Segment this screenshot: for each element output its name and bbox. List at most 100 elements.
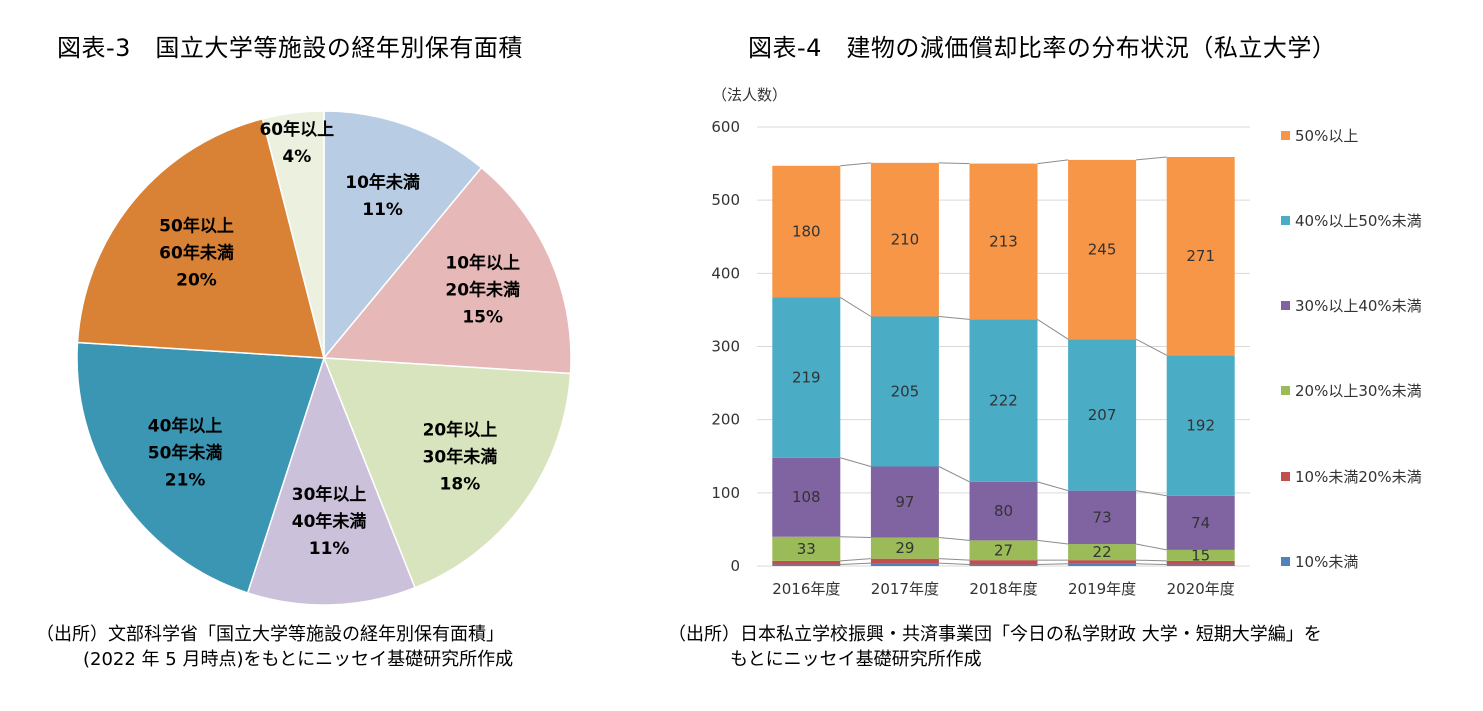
bar-value-label-5-5: 192 [1186,417,1215,435]
bar-value-label-3-2: 29 [895,539,914,557]
x-tick-label-3: 2018年度 [969,580,1037,598]
bar-value-label-3-1: 33 [797,540,816,558]
series-line-5-1 [840,297,872,317]
bar-segment-2-5 [1166,560,1235,565]
legend-swatch-6 [1281,131,1290,140]
bar-source-note: （出所）日本私立学校振興・共済事業団「今日の私学財政 大学・短期大学編」を もと… [668,622,1322,672]
pie-slice-4 [246,355,416,606]
bar-value-label-4-3: 80 [994,502,1013,520]
series-line-3-3 [1037,539,1069,545]
legend-swatch-1 [1281,557,1290,566]
bar-value-label-3-3: 27 [994,541,1013,559]
y-tick-label-200: 200 [711,411,740,429]
bar-segment-3-1 [772,536,841,561]
bar-segment-5-1 [772,297,841,458]
series-line-1-2 [938,562,970,566]
x-tick-label-1: 2016年度 [772,580,840,598]
y-tick-label-100: 100 [711,484,740,502]
series-line-2-2 [938,558,970,561]
bar-segment-3-3 [969,540,1038,561]
bar-value-label-5-2: 205 [891,382,920,400]
y-tick-label-600: 600 [711,118,740,136]
legend-swatch-2 [1281,472,1290,481]
bar-value-label-6-4: 245 [1088,241,1117,259]
bar-value-label-6-3: 213 [989,233,1018,251]
bar-segment-5-5 [1166,355,1235,496]
series-line-2-1 [840,558,871,562]
bar-segment-1-4 [1068,563,1137,566]
bar-value-label-5-3: 222 [989,392,1018,410]
bar-segment-1-3 [969,564,1038,566]
bar-segment-2-1 [772,560,841,565]
bar-chart-title: 図表-4 建物の減価償却比率の分布状況（私立大学） [748,34,1337,62]
bar-segment-4-1 [772,457,841,537]
series-line-3-2 [938,536,970,541]
legend-label-4: 30%以上40%未満 [1295,297,1422,315]
pie-slice-label-1: 10年未満 11% [345,172,420,220]
series-line-6-3 [1037,159,1069,165]
bar-value-label-4-2: 97 [895,493,914,511]
pie-slice-6 [76,117,325,359]
bar-value-label-3-4: 22 [1093,543,1112,561]
series-line-5-2 [938,316,970,320]
bar-segment-4-5 [1166,495,1235,550]
series-line-3-1 [840,536,871,538]
bar-value-label-4-5: 74 [1191,514,1210,532]
pie-slice-3 [322,357,572,589]
bar-segment-4-2 [870,466,939,538]
bar-value-label-4-1: 108 [792,488,821,506]
pie-slice-label-4: 30年以上 40年未満 11% [292,484,367,559]
bar-value-label-6-2: 210 [891,231,920,249]
bar-segment-5-3 [969,319,1038,482]
pie-slice-2 [322,166,572,375]
series-line-5-3 [1037,319,1069,340]
legend-label-5: 40%以上50%未満 [1295,212,1422,230]
bar-segment-5-2 [870,316,939,467]
series-line-4-2 [938,466,970,483]
legend-swatch-3 [1281,386,1290,395]
bar-segment-5-4 [1068,339,1137,491]
series-line-4-3 [1037,481,1069,492]
bar-value-label-6-5: 271 [1186,247,1215,265]
bar-segment-1-1 [772,564,841,566]
bar-value-label-5-1: 219 [792,369,821,387]
pie-source-line-1: （出所）文部科学省「国立大学等施設の経年別保有面積」 [36,624,504,645]
bar-value-label-6-1: 180 [792,223,821,241]
series-line-6-2 [938,162,970,165]
legend-swatch-5 [1281,216,1290,225]
series-line-3-4 [1136,543,1167,551]
series-line-1-4 [1136,563,1167,566]
pie-slice-1 [323,110,483,361]
x-tick-label-5: 2020年度 [1167,580,1235,598]
y-tick-label-500: 500 [711,191,740,209]
x-tick-label-4: 2019年度 [1068,580,1136,598]
series-line-5-4 [1135,338,1167,356]
series-line-6-1 [840,162,871,167]
pie-slice-label-2: 10年以上 20年未満 15% [445,252,520,327]
bar-value-label-4-4: 73 [1093,508,1112,526]
series-line-4-4 [1136,490,1167,497]
pie-slice-5 [76,341,326,594]
bar-segment-6-3 [969,163,1038,320]
bar-segment-3-4 [1068,544,1137,561]
y-tick-label-400: 400 [711,264,740,282]
bar-source-line-2: もとにニッセイ基礎研究所作成 [730,649,982,670]
pie-slice-label-7: 60年以上 4% [259,119,334,167]
series-line-1-1 [840,562,871,566]
bar-segment-6-1 [772,165,841,298]
bar-segment-4-4 [1068,490,1137,545]
series-line-4-1 [840,457,872,467]
pie-source-line-2: (2022 年 5 月時点)をもとにニッセイ基礎研究所作成 [83,649,514,670]
legend-label-1: 10%未満 [1295,553,1358,571]
bar-segment-2-4 [1068,560,1137,564]
pie-slice-label-3: 20年以上 30年未満 18% [423,420,498,495]
bar-value-label-5-4: 207 [1088,406,1117,424]
legend-label-2: 10%未満20%未満 [1295,468,1422,486]
legend-label-3: 20%以上30%未満 [1295,382,1422,400]
legend-swatch-4 [1281,301,1290,310]
bar-value-label-3-5: 15 [1191,546,1210,564]
bar-segment-3-5 [1166,549,1235,561]
series-line-6-4 [1136,156,1167,161]
